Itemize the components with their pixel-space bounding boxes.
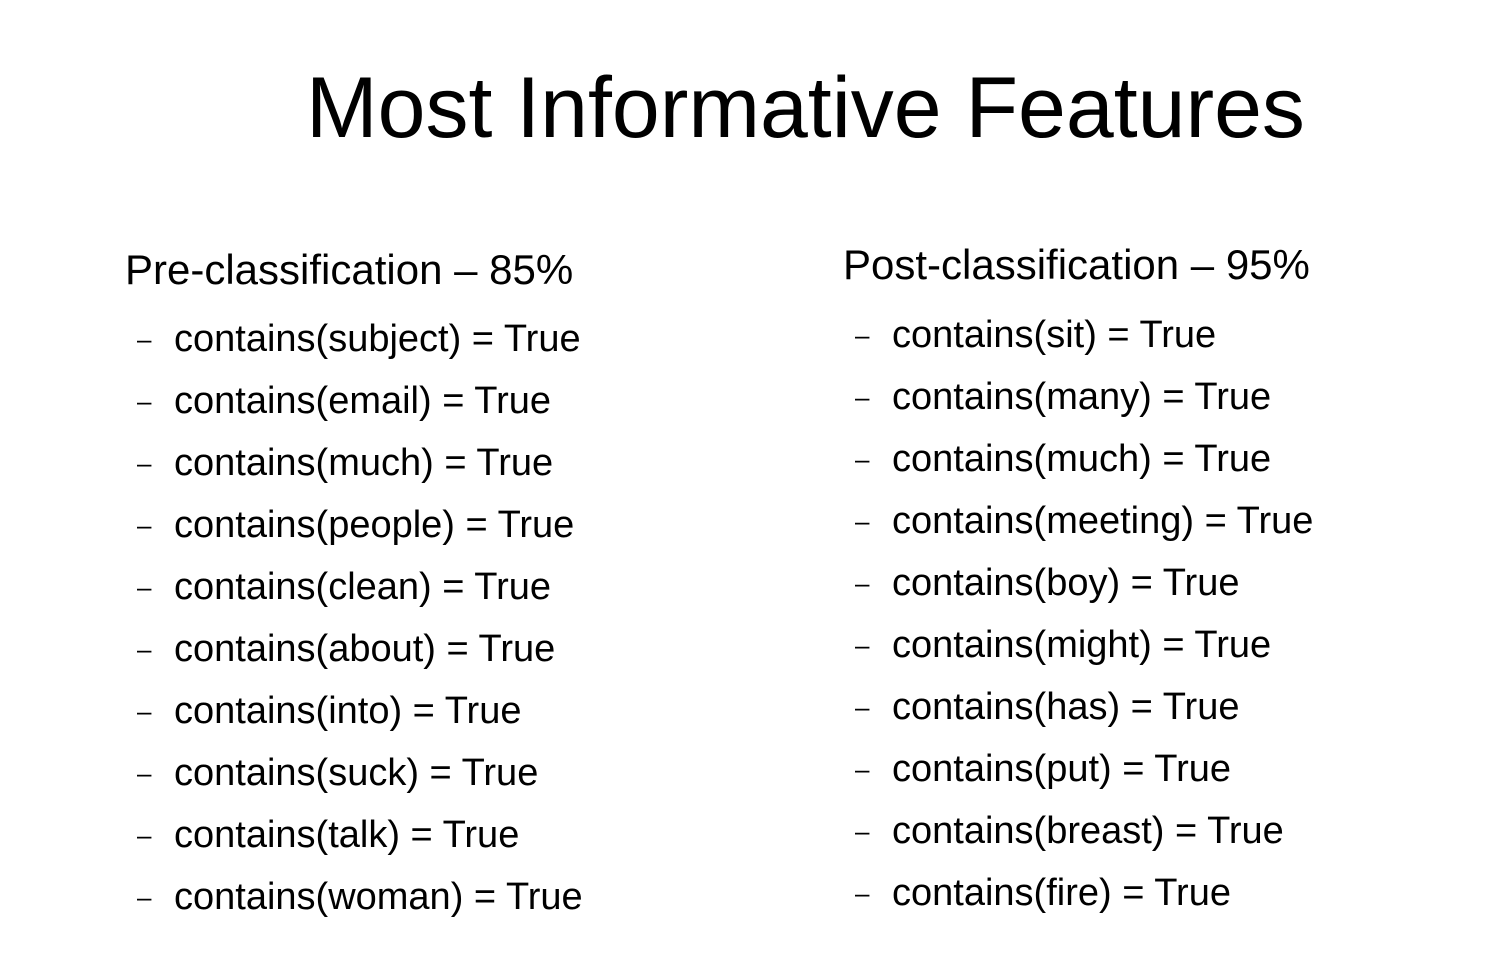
feature-text: contains(much) = True: [174, 442, 554, 484]
dash-bullet-icon: –: [137, 696, 152, 726]
feature-text: contains(woman) = True: [174, 876, 583, 918]
dash-bullet-icon: –: [137, 882, 152, 912]
feature-text: contains(put) = True: [892, 748, 1232, 790]
dash-bullet-icon: –: [137, 572, 152, 602]
dash-bullet-icon: –: [137, 448, 152, 478]
dash-bullet-icon: –: [137, 510, 152, 540]
feature-text: contains(meeting) = True: [892, 500, 1314, 542]
feature-text: contains(clean) = True: [174, 566, 552, 608]
dash-bullet-icon: –: [855, 444, 870, 474]
feature-text: contains(breast) = True: [892, 810, 1284, 852]
dash-bullet-icon: –: [855, 630, 870, 660]
feature-text: contains(email) = True: [174, 380, 551, 422]
dash-bullet-icon: –: [855, 506, 870, 536]
feature-text: contains(suck) = True: [174, 752, 539, 794]
feature-text: contains(much) = True: [892, 438, 1272, 480]
slide-title: Most Informative Features: [306, 60, 1305, 156]
feature-text: contains(people) = True: [174, 504, 575, 546]
dash-bullet-icon: –: [855, 320, 870, 350]
feature-text: contains(subject) = True: [174, 318, 581, 360]
feature-text: contains(sit) = True: [892, 314, 1217, 356]
feature-text: contains(many) = True: [892, 376, 1272, 418]
feature-text: contains(into) = True: [174, 690, 522, 732]
feature-text: contains(might) = True: [892, 624, 1272, 666]
dash-bullet-icon: –: [137, 386, 152, 416]
dash-bullet-icon: –: [855, 878, 870, 908]
dash-bullet-icon: –: [137, 634, 152, 664]
pre-classification-heading: Pre-classification – 85%: [125, 246, 574, 293]
post-classification-heading: Post-classification – 95%: [843, 241, 1310, 288]
dash-bullet-icon: –: [137, 758, 152, 788]
feature-text: contains(talk) = True: [174, 814, 520, 856]
dash-bullet-icon: –: [855, 692, 870, 722]
dash-bullet-icon: –: [855, 568, 870, 598]
dash-bullet-icon: –: [137, 820, 152, 850]
feature-text: contains(has) = True: [892, 686, 1240, 728]
dash-bullet-icon: –: [855, 382, 870, 412]
feature-text: contains(about) = True: [174, 628, 556, 670]
feature-text: contains(fire) = True: [892, 872, 1231, 914]
dash-bullet-icon: –: [855, 754, 870, 784]
dash-bullet-icon: –: [855, 816, 870, 846]
feature-text: contains(boy) = True: [892, 562, 1240, 604]
dash-bullet-icon: –: [137, 324, 152, 354]
